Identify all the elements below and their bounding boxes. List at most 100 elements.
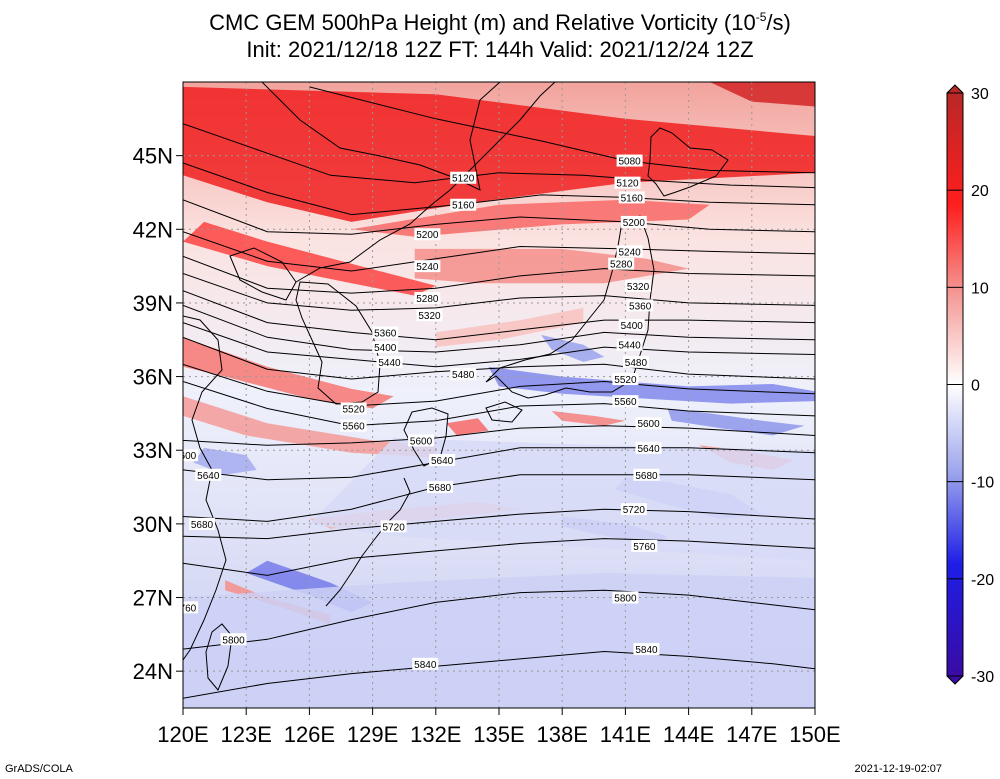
lat-tick-label: 45N bbox=[133, 144, 173, 169]
contour-label: 5320 bbox=[418, 311, 441, 322]
contour-label: 5840 bbox=[635, 645, 658, 656]
contour-label-background bbox=[188, 517, 215, 530]
contour-label: 5440 bbox=[618, 341, 641, 352]
vorticity-region bbox=[183, 337, 394, 409]
contour-label-background bbox=[612, 395, 639, 408]
colorbar-tick-label: 0 bbox=[971, 378, 980, 395]
contour-label-background bbox=[340, 419, 367, 432]
contour-label-background bbox=[380, 520, 407, 533]
contour-label: 5720 bbox=[383, 522, 406, 533]
contour-label: 5120 bbox=[452, 174, 475, 185]
chart-title-line-1: CMC GEM 500hPa Height (m) and Relative V… bbox=[0, 10, 1000, 36]
lat-tick-label: 30N bbox=[133, 512, 173, 537]
contour-label: 5600 bbox=[637, 419, 660, 430]
contour-label: 5680 bbox=[429, 483, 452, 494]
height-contour-line bbox=[183, 650, 815, 699]
contour-label: 5280 bbox=[610, 260, 633, 271]
lon-tick-label: 147E bbox=[726, 722, 777, 747]
lat-tick-label: 39N bbox=[133, 291, 173, 316]
contour-label-background bbox=[625, 279, 652, 292]
contour-label-background bbox=[622, 355, 649, 368]
vorticity-region bbox=[435, 307, 584, 348]
contour-label: 5080 bbox=[618, 157, 641, 168]
contour-label-background bbox=[620, 215, 647, 228]
contour-label-background bbox=[618, 319, 645, 332]
contour-label-background bbox=[376, 355, 403, 368]
country-borders bbox=[261, 82, 556, 283]
colorbar-tick-label: -10 bbox=[971, 475, 994, 492]
contour-label-background bbox=[183, 601, 199, 614]
lon-tick-label: 135E bbox=[473, 722, 524, 747]
contour-label-background bbox=[635, 441, 662, 454]
contour-label-background bbox=[633, 468, 660, 481]
contour-label: 5200 bbox=[623, 218, 646, 229]
contour-label-background bbox=[620, 503, 647, 516]
coastline-bohai bbox=[229, 247, 297, 301]
vorticity-region bbox=[309, 438, 815, 561]
vorticity-region bbox=[183, 221, 436, 296]
contour-label-background bbox=[414, 292, 441, 305]
contour-label: 5760 bbox=[633, 542, 656, 553]
axes: 45N 42N 39N 36N 33N 30N 27N 24N 120E 123E 126E 129E… bbox=[133, 144, 841, 747]
height-contour-line bbox=[183, 447, 815, 481]
contour-label-background bbox=[427, 481, 454, 494]
lat-tick-label: 42N bbox=[133, 217, 173, 242]
contour-label-background bbox=[450, 198, 477, 211]
contour-label-background bbox=[627, 299, 654, 312]
contour-label: 5640 bbox=[197, 471, 220, 482]
height-contour-line bbox=[183, 273, 815, 311]
title-line1-prefix: CMC GEM 500hPa Height (m) and Relative V… bbox=[209, 10, 756, 35]
border-china-russia bbox=[261, 82, 501, 191]
contour-label-background bbox=[614, 176, 641, 189]
contour-label: 5720 bbox=[623, 505, 646, 516]
contour-label-background bbox=[616, 154, 643, 167]
height-contour-line bbox=[183, 290, 815, 341]
colorbar-tick-label: 10 bbox=[971, 280, 989, 297]
vorticity-region bbox=[551, 411, 626, 426]
lon-tick-label: 141E bbox=[600, 722, 651, 747]
vorticity-region bbox=[193, 447, 257, 475]
height-contour-line bbox=[183, 231, 815, 272]
contour-label: 5200 bbox=[416, 230, 439, 241]
vorticity-region bbox=[351, 199, 710, 237]
lat-tick-label: 27N bbox=[133, 586, 173, 611]
contour-label-background bbox=[183, 449, 199, 462]
contour-label: 5840 bbox=[414, 660, 437, 671]
height-contour-line bbox=[183, 381, 815, 427]
height-contour-line bbox=[183, 322, 815, 368]
footer-timestamp: 2021-12-19-02:07 bbox=[854, 763, 942, 775]
colorbar-tick-label: 30 bbox=[971, 86, 989, 103]
contour-label-background bbox=[414, 228, 441, 241]
height-contour-line bbox=[183, 123, 815, 189]
contour-label-background bbox=[195, 468, 222, 481]
lon-tick-label: 126E bbox=[284, 722, 335, 747]
contour-label: 5400 bbox=[374, 343, 397, 354]
lon-tick-label: 150E bbox=[789, 722, 840, 747]
contour-label: 5440 bbox=[378, 358, 401, 369]
contour-label-background bbox=[631, 539, 658, 552]
contour-label: 5760 bbox=[174, 603, 197, 614]
height-contour-line bbox=[309, 86, 815, 174]
height-contour-line bbox=[183, 255, 815, 294]
contour-label: 5520 bbox=[343, 405, 366, 416]
vorticity-region bbox=[709, 82, 815, 107]
vorticity-region bbox=[667, 408, 805, 436]
colorbar-tick-label: 20 bbox=[971, 183, 989, 200]
vorticity-region bbox=[541, 334, 605, 362]
height-contour-line bbox=[183, 538, 815, 576]
border-china-korea bbox=[295, 205, 431, 283]
lon-tick-label: 144E bbox=[663, 722, 714, 747]
contour-label-background bbox=[450, 368, 477, 381]
border-russia-coast bbox=[429, 82, 556, 207]
height-contour-line bbox=[183, 304, 815, 353]
height-contour-line bbox=[183, 508, 815, 540]
contour-label-background bbox=[372, 341, 399, 354]
footer-credit: GrADS/COLA bbox=[5, 763, 73, 775]
height-contour-line bbox=[183, 474, 815, 522]
contour-label: 5600 bbox=[174, 451, 197, 462]
contour-label-background bbox=[608, 257, 635, 270]
coastline-taiwan bbox=[205, 623, 233, 691]
contour-label-background bbox=[618, 191, 645, 204]
contour-label: 5560 bbox=[614, 397, 637, 408]
contour-label: 5160 bbox=[621, 193, 644, 204]
